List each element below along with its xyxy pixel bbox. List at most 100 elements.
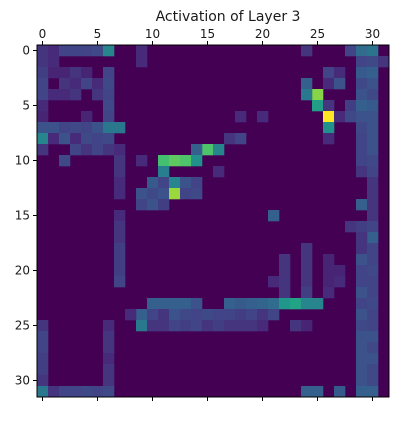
heatmap-cell xyxy=(235,309,247,321)
heatmap-cell xyxy=(367,144,379,156)
heatmap-cell xyxy=(356,309,368,321)
heatmap-cell xyxy=(37,386,49,398)
heatmap-cell xyxy=(70,122,82,134)
heatmap-cell xyxy=(356,144,368,156)
heatmap-cell xyxy=(103,342,115,354)
heatmap-cell xyxy=(103,78,115,90)
heatmap-cell xyxy=(367,45,379,57)
heatmap-cell xyxy=(37,320,49,332)
heatmap-cell xyxy=(114,243,126,255)
heatmap-cell xyxy=(191,320,203,332)
heatmap-cell xyxy=(37,133,49,145)
heatmap-cell xyxy=(323,122,335,134)
heatmap-cell xyxy=(48,386,60,398)
heatmap-cell xyxy=(279,287,291,299)
heatmap-cell xyxy=(301,298,313,310)
heatmap-cell xyxy=(169,177,181,189)
heatmap-cell xyxy=(158,199,170,211)
heatmap-cell xyxy=(48,89,60,101)
heatmap-cell xyxy=(114,166,126,178)
heatmap-cell xyxy=(114,210,126,222)
heatmap-cell xyxy=(147,177,159,189)
heatmap-cell xyxy=(268,276,280,288)
heatmap-cell xyxy=(114,144,126,156)
heatmap-cell xyxy=(158,309,170,321)
heatmap-cell xyxy=(48,45,60,57)
heatmap-cell xyxy=(356,364,368,376)
heatmap-cell xyxy=(268,210,280,222)
heatmap-cell xyxy=(70,78,82,90)
heatmap-cell xyxy=(323,78,335,90)
y-tick-label: 10 xyxy=(15,154,30,168)
heatmap-cell xyxy=(323,133,335,145)
heatmap-cell xyxy=(279,298,291,310)
heatmap-cell xyxy=(356,122,368,134)
heatmap-cell xyxy=(367,386,379,398)
heatmap-cell xyxy=(114,177,126,189)
heatmap-cell xyxy=(356,342,368,354)
heatmap-cell xyxy=(257,309,269,321)
heatmap-cell xyxy=(367,78,379,90)
heatmap-cell xyxy=(345,100,357,112)
heatmap-cell xyxy=(59,89,71,101)
heatmap-cell xyxy=(136,56,148,68)
heatmap-cell xyxy=(59,78,71,90)
heatmap-cell xyxy=(125,309,137,321)
heatmap-cell xyxy=(202,144,214,156)
heatmap-cell xyxy=(103,320,115,332)
heatmap-cell xyxy=(114,155,126,167)
heatmap-cell xyxy=(158,177,170,189)
heatmap-cell xyxy=(301,287,313,299)
heatmap-cell xyxy=(323,111,335,123)
heatmap-cell xyxy=(257,320,269,332)
heatmap-cells xyxy=(37,45,390,398)
heatmap-cell xyxy=(235,133,247,145)
heatmap-cell xyxy=(92,144,104,156)
heatmap-cell xyxy=(114,232,126,244)
heatmap-cell xyxy=(158,188,170,200)
heatmap-cell xyxy=(367,188,379,200)
heatmap-cell xyxy=(367,133,379,145)
heatmap-cell xyxy=(356,298,368,310)
heatmap-cell xyxy=(301,78,313,90)
heatmap-cell xyxy=(279,265,291,277)
heatmap-cell xyxy=(345,45,357,57)
heatmap-cell xyxy=(367,100,379,112)
y-tick-label: 5 xyxy=(22,99,30,113)
heatmap-cell xyxy=(323,100,335,112)
heatmap-cell xyxy=(334,265,346,277)
heatmap-cell xyxy=(356,221,368,233)
heatmap-cell xyxy=(48,133,60,145)
heatmap-cell xyxy=(301,254,313,266)
heatmap-cell xyxy=(367,199,379,211)
heatmap-cell xyxy=(367,342,379,354)
heatmap-cell xyxy=(70,67,82,79)
heatmap-cell xyxy=(367,331,379,343)
heatmap-cell xyxy=(114,221,126,233)
heatmap-cell xyxy=(301,243,313,255)
heatmap-cell xyxy=(367,89,379,101)
heatmap-cell xyxy=(367,353,379,365)
heatmap-cell xyxy=(59,67,71,79)
heatmap-cell xyxy=(356,276,368,288)
heatmap-cell xyxy=(103,375,115,387)
x-axis-top: 0 5 10 15 20 25 30 xyxy=(39,27,380,401)
heatmap-cell xyxy=(367,232,379,244)
heatmap-cell xyxy=(356,67,368,79)
heatmap-cell xyxy=(356,320,368,332)
heatmap-cell xyxy=(356,232,368,244)
heatmap-cell xyxy=(37,111,49,123)
heatmap-cell xyxy=(70,45,82,57)
heatmap-cell xyxy=(301,45,313,57)
x-tick-label: 25 xyxy=(310,27,325,41)
heatmap-cell xyxy=(37,342,49,354)
heatmap-cell xyxy=(367,155,379,167)
heatmap-cell xyxy=(356,254,368,266)
heatmap-cell xyxy=(279,254,291,266)
heatmap-cell xyxy=(48,122,60,134)
heatmap-cell xyxy=(180,309,192,321)
y-axis-left: 0 5 10 15 20 25 30 xyxy=(15,44,37,388)
heatmap-cell xyxy=(356,386,368,398)
heatmap-cell xyxy=(81,122,93,134)
